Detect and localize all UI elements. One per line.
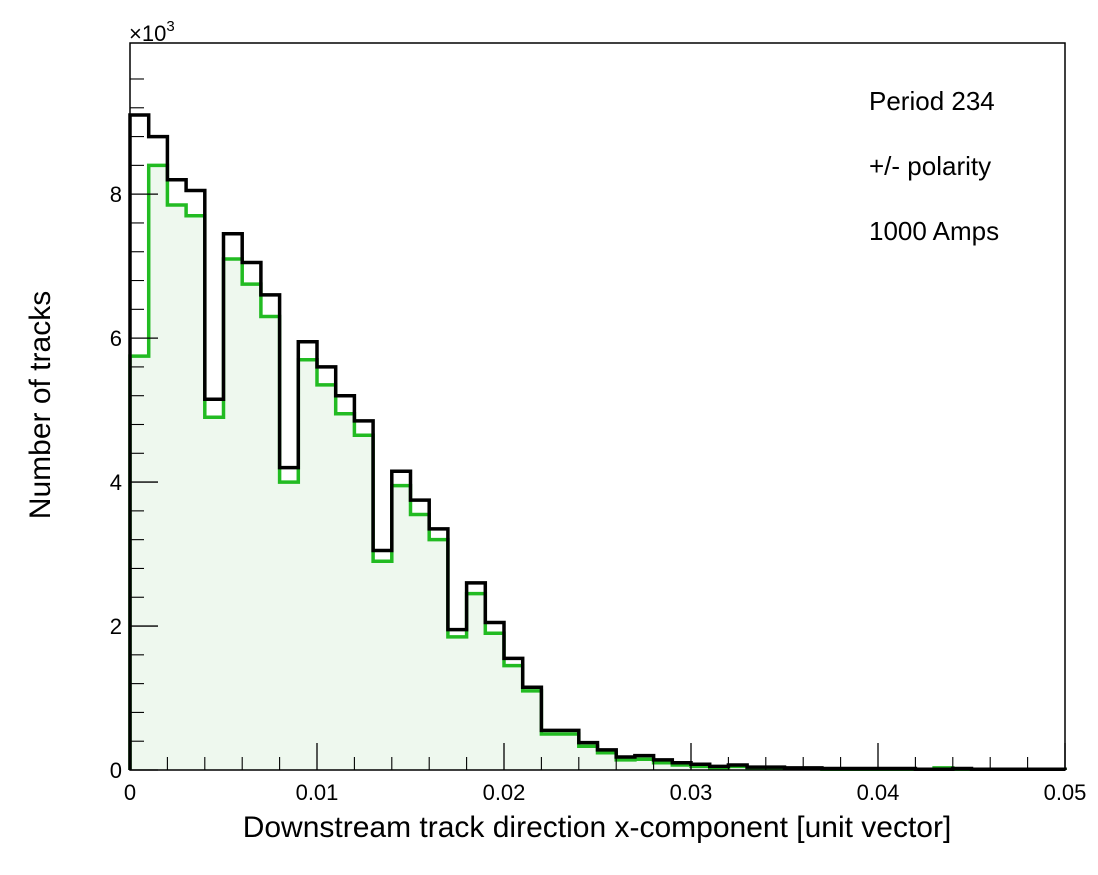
y-multiplier-exponent: 3 <box>166 18 174 35</box>
x-tick-label: 0.05 <box>1044 780 1087 805</box>
black-series-line <box>128 113 1067 772</box>
axes <box>129 42 1066 771</box>
x-tick-label: 0.04 <box>857 780 900 805</box>
annotation-period: Period 234 <box>869 86 995 116</box>
black-series-layer <box>128 113 1067 772</box>
y-tick-label: 8 <box>110 182 122 207</box>
x-axis-title: Downstream track direction x-component [… <box>243 811 952 844</box>
x-tick-label: 0.01 <box>296 780 339 805</box>
y-axis-title: Number of tracks <box>24 291 57 519</box>
y-tick-label: 2 <box>110 614 122 639</box>
tick-labels: 0 0.01 0.02 0.03 0.04 0.05 0 2 4 6 8 <box>110 182 1087 805</box>
x-tick-label: 0 <box>124 780 136 805</box>
x-tick-label: 0.02 <box>483 780 526 805</box>
green-fill-area <box>130 165 1065 770</box>
y-multiplier-label: ×103 <box>129 18 175 46</box>
tick-marks <box>129 78 1066 771</box>
x-tick-label: 0.03 <box>670 780 713 805</box>
y-tick-label: 4 <box>110 470 122 495</box>
y-tick-label: 0 <box>110 758 122 783</box>
y-multiplier-base: ×10 <box>129 21 166 46</box>
annotation-polarity: +/- polarity <box>869 151 991 181</box>
plot-frame <box>129 42 1066 771</box>
green-series-fill <box>130 165 1065 770</box>
annotation-current: 1000 Amps <box>869 216 999 246</box>
y-tick-label: 6 <box>110 326 122 351</box>
